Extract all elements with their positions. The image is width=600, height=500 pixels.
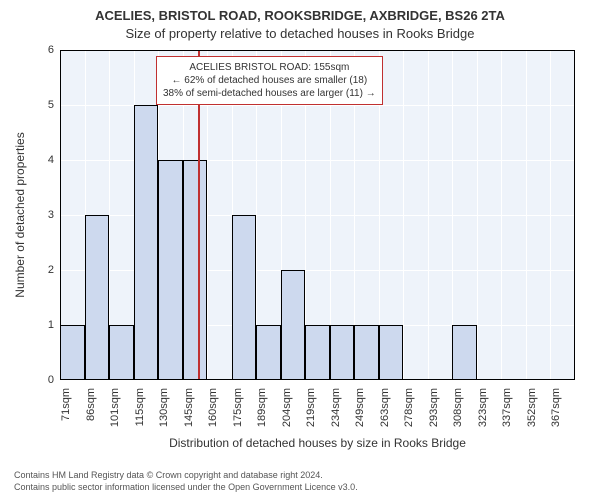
figure-title-main: ACELIES, BRISTOL ROAD, ROOKSBRIDGE, AXBR… [0,8,600,23]
histogram-bar [281,270,306,380]
histogram-bar [183,160,208,380]
x-tick-label: 101sqm [105,388,121,427]
gridline-h [60,50,575,51]
histogram-bar [134,105,159,380]
histogram-bar [379,325,404,380]
histogram-bar [330,325,355,380]
x-tick-label: 323sqm [473,388,489,427]
histogram-bar [354,325,379,380]
annotation-line2: ← 62% of detached houses are smaller (18… [163,74,376,87]
y-tick-label: 0 [48,374,60,386]
x-tick-label: 145sqm [179,388,195,427]
histogram-bar [256,325,281,380]
histogram-bar [305,325,330,380]
gridline-v [403,50,404,380]
plot-area: ACELIES BRISTOL ROAD: 155sqm ← 62% of de… [60,50,575,380]
figure-title-sub: Size of property relative to detached ho… [0,26,600,41]
x-tick-label: 352sqm [522,388,538,427]
histogram-bar [452,325,477,380]
histogram-bar [85,215,110,380]
histogram-bar [232,215,257,380]
gridline-v [501,50,502,380]
y-tick-label: 6 [48,44,60,56]
x-tick-label: 278sqm [399,388,415,427]
x-tick-label: 86sqm [81,388,97,421]
x-tick-label: 71sqm [56,388,72,421]
x-axis-title: Distribution of detached houses by size … [169,436,466,450]
y-tick-label: 5 [48,99,60,111]
x-tick-label: 263sqm [375,388,391,427]
x-tick-label: 160sqm [203,388,219,427]
x-tick-label: 130sqm [154,388,170,427]
x-tick-label: 175sqm [228,388,244,427]
attribution-line2: Contains public sector information licen… [14,482,358,492]
x-tick-label: 308sqm [448,388,464,427]
y-tick-label: 4 [48,154,60,166]
x-tick-label: 293sqm [424,388,440,427]
gridline-v [526,50,527,380]
gridline-v [428,50,429,380]
x-tick-label: 219sqm [301,388,317,427]
x-tick-label: 337sqm [497,388,513,427]
histogram-bar [158,160,183,380]
attribution-line1: Contains HM Land Registry data © Crown c… [14,470,323,480]
y-tick-label: 3 [48,209,60,221]
x-tick-label: 189sqm [252,388,268,427]
annotation-line1: ACELIES BRISTOL ROAD: 155sqm [163,61,376,74]
annotation-line3: 38% of semi-detached houses are larger (… [163,87,376,100]
gridline-v [477,50,478,380]
gridline-v [550,50,551,380]
y-axis-title: Number of detached properties [13,132,27,297]
gridline-h [60,380,575,381]
x-tick-label: 367sqm [546,388,562,427]
property-size-figure: ACELIES, BRISTOL ROAD, ROOKSBRIDGE, AXBR… [0,0,600,500]
y-tick-label: 1 [48,319,60,331]
histogram-bar [109,325,134,380]
x-tick-label: 234sqm [326,388,342,427]
subject-property-annotation: ACELIES BRISTOL ROAD: 155sqm ← 62% of de… [156,56,383,105]
x-tick-label: 115sqm [130,388,146,426]
x-tick-label: 204sqm [277,388,293,427]
histogram-bar [60,325,85,380]
y-tick-label: 2 [48,264,60,276]
x-tick-label: 249sqm [350,388,366,427]
